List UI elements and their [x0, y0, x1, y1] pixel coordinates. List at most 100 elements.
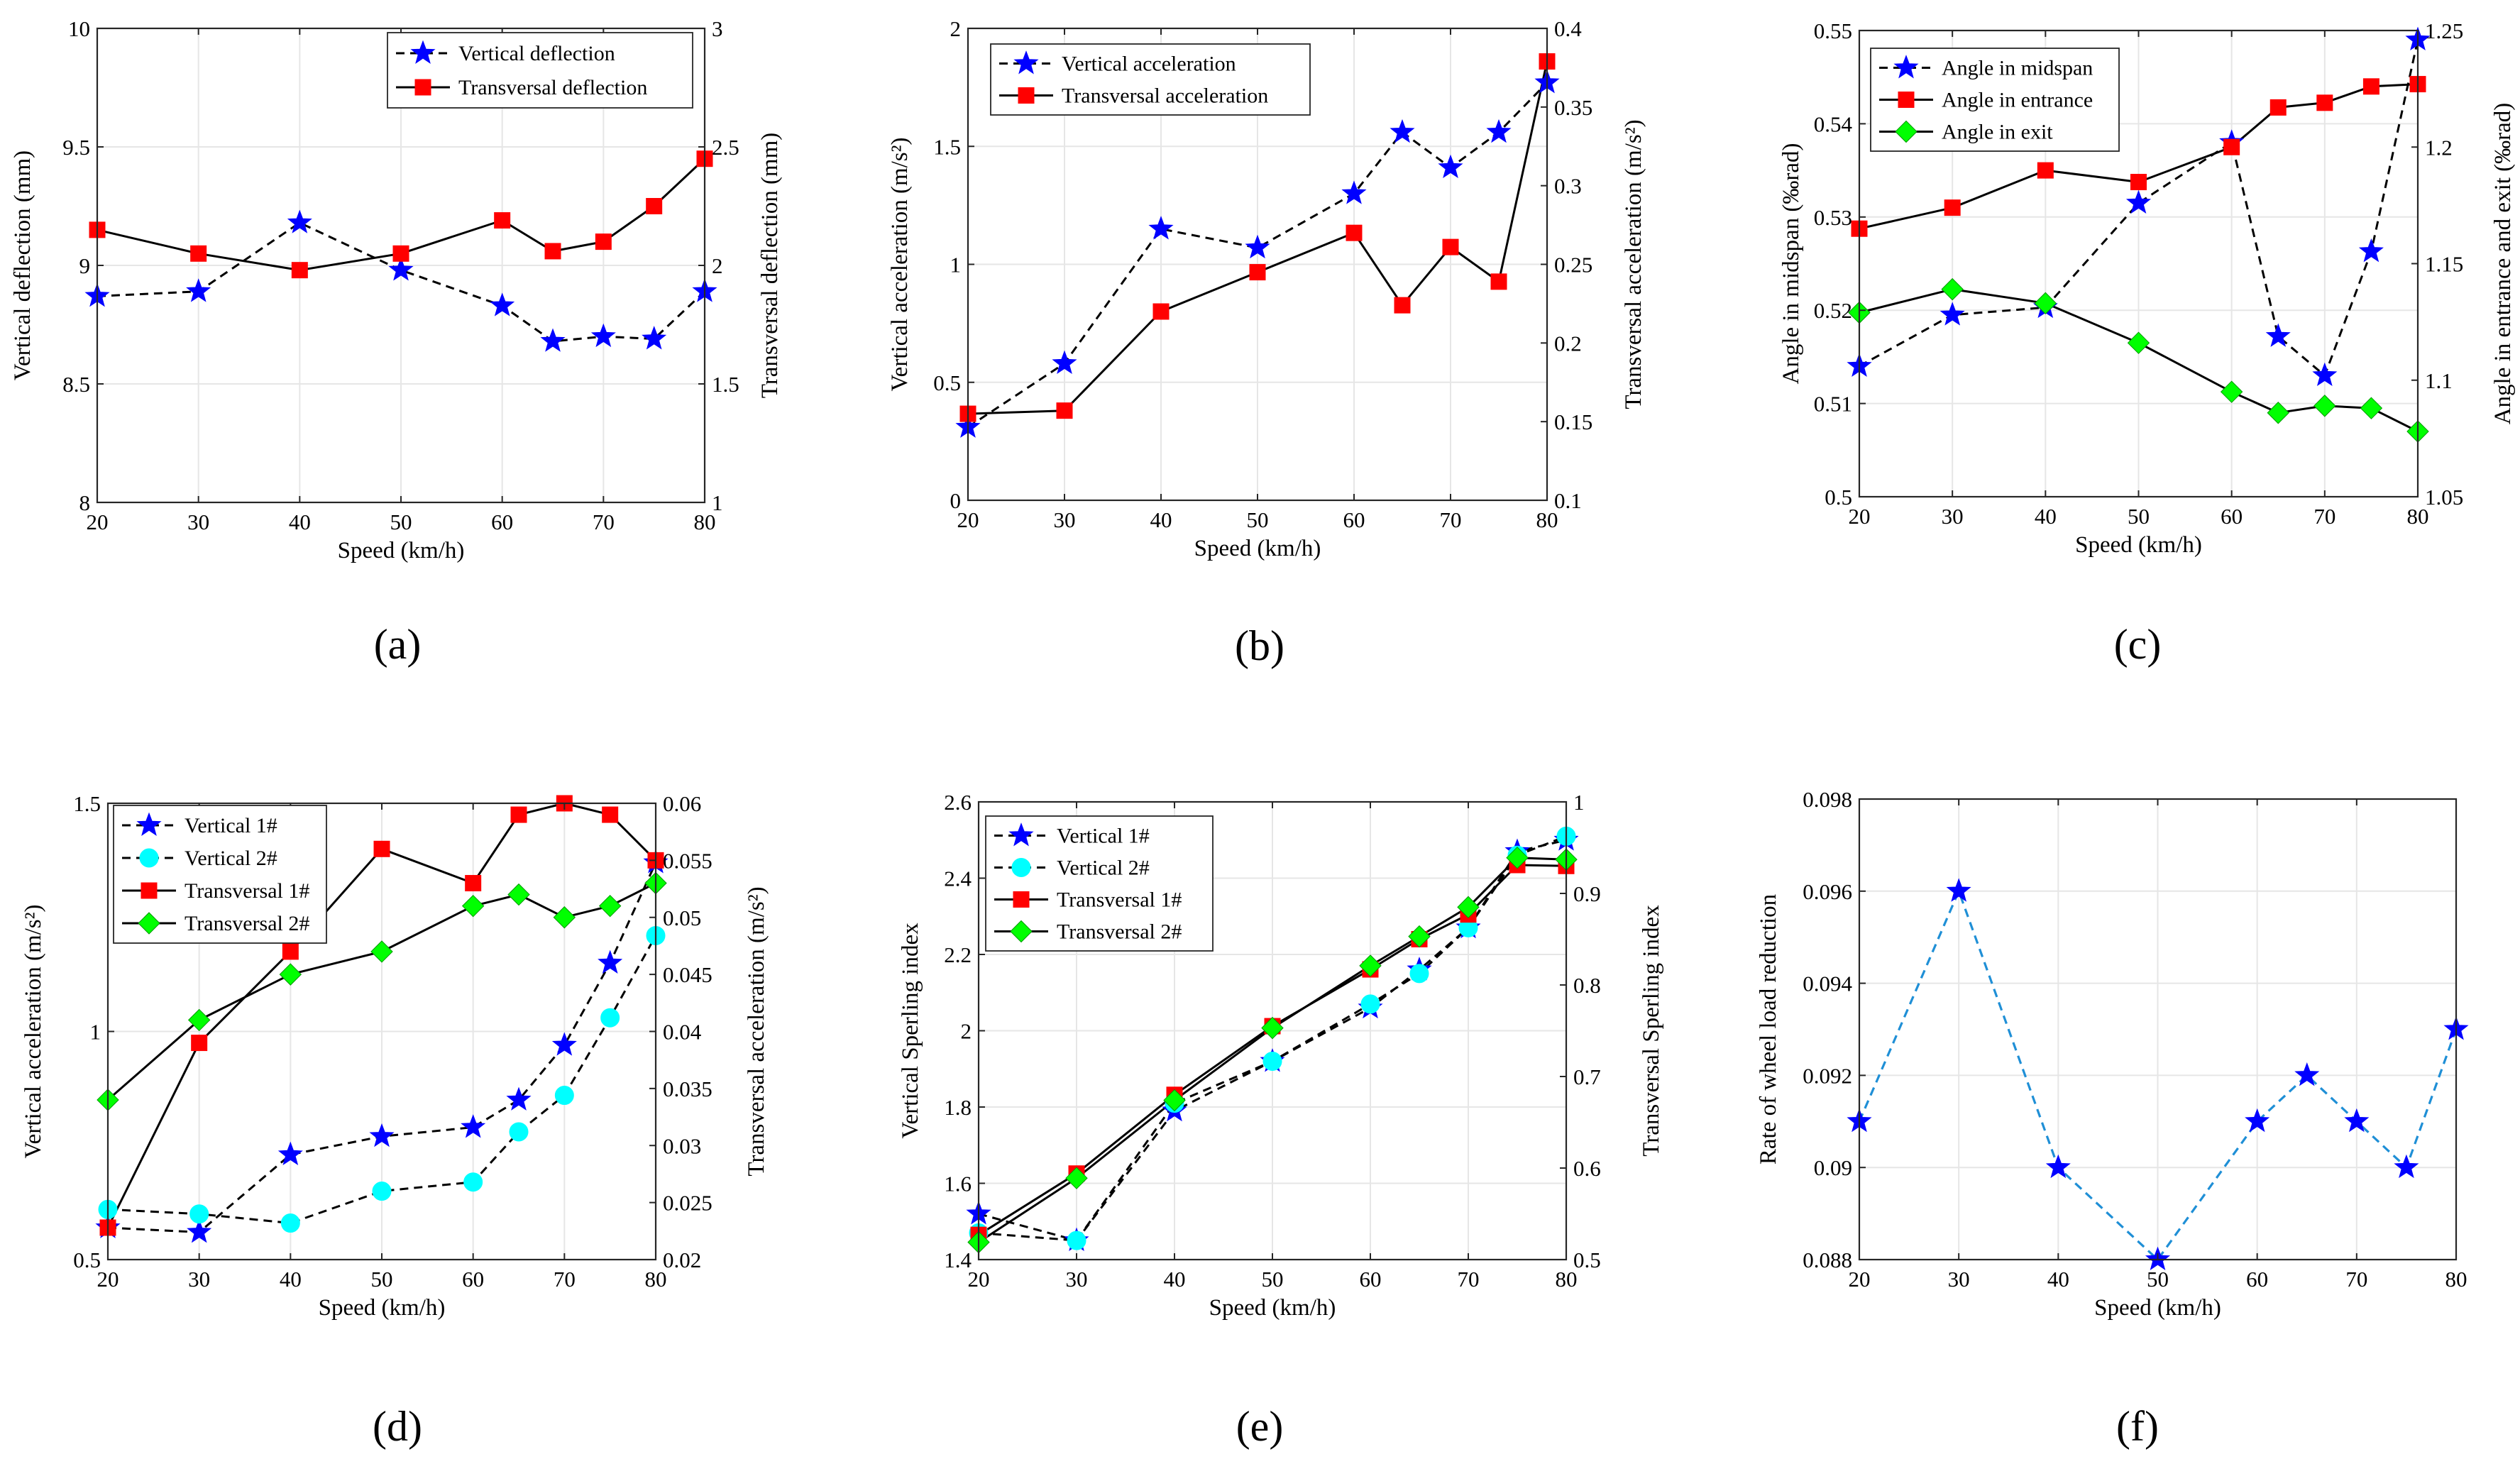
data-point-c-s2-70: [2316, 94, 2333, 111]
x-tick-label: 30: [1054, 507, 1076, 532]
data-point-a-s2-40: [291, 262, 308, 279]
y-right-tick-label: 3: [712, 16, 723, 41]
data-point-c-s3-40: [2034, 292, 2057, 315]
data-point-b-s1-65: [1390, 119, 1415, 143]
legend-marker-star: [410, 40, 436, 64]
data-point-a-s1-40: [287, 209, 312, 233]
data-point-d-s2-30: [189, 1204, 209, 1224]
data-point-d-s1-40: [277, 1141, 303, 1166]
x-tick-label: 80: [645, 1267, 667, 1292]
x-tick-label: 70: [593, 510, 615, 534]
data-point-c-s1-30: [1939, 302, 1965, 326]
data-point-c-s2-65: [2269, 99, 2287, 116]
y-axis-label: Vertical Sperling index: [898, 923, 923, 1139]
data-point-e-s4-65: [1408, 925, 1431, 948]
x-axis-label: Speed (km/h): [1209, 1295, 1336, 1321]
data-point-c-s2-60: [2223, 138, 2240, 155]
legend-entry-label: Transversal 2#: [1057, 920, 1182, 944]
legend-entry-label: Vertical 2#: [1057, 857, 1150, 880]
y-right-axis-label: Transversal deflection (mm): [757, 133, 783, 399]
y-tick-label: 1.8: [944, 1095, 972, 1120]
y-tick-label: 2: [950, 16, 962, 41]
y-right-tick-label: 1.1: [2425, 368, 2453, 393]
data-point-d-s4-50: [370, 940, 393, 963]
legend-box: [387, 32, 693, 109]
x-tick-label: 70: [2345, 1267, 2367, 1292]
legend: Vertical deflection Transversal deflectio…: [387, 32, 693, 109]
legend-marker-diamond: [1010, 920, 1033, 943]
data-point-a-s1-75: [642, 326, 667, 350]
data-point-b-s1-75: [1486, 119, 1512, 143]
legend-entry-label: Transversal acceleration: [1062, 84, 1268, 108]
y-right-tick-label: 0.035: [663, 1077, 712, 1101]
data-point-d-s4-60: [461, 894, 485, 918]
data-point-b-s1-40: [1148, 216, 1174, 240]
legend-marker-star: [1013, 50, 1039, 75]
y-tick-label: 10: [68, 16, 90, 41]
data-point-d-s2-60: [463, 1172, 483, 1192]
x-tick-label: 20: [957, 507, 979, 532]
data-point-d-s4-70: [553, 906, 576, 929]
y-tick-label: 0.53: [1814, 205, 1852, 230]
data-point-e-s2-30: [1067, 1230, 1086, 1250]
x-tick-label: 50: [2147, 1267, 2169, 1292]
legend-entry-label: Vertical acceleration: [1062, 53, 1236, 76]
data-point-a-s1-30: [186, 278, 211, 302]
x-tick-label: 60: [1360, 1267, 1382, 1292]
x-tick-label: 80: [1536, 507, 1558, 532]
chart-panel-d: 20 30 40 50 60 70 80 0.5 1 1.5 0.02 0.025 0.03 0.035 0…: [21, 791, 769, 1450]
y-right-tick-label: 1.5: [712, 372, 739, 397]
legend-entry-label: Angle in exit: [1942, 121, 2053, 144]
y-tick-label: 2.2: [944, 942, 972, 967]
y-tick-label: 2.4: [944, 866, 972, 891]
legend-marker-star: [1893, 55, 1919, 79]
legend-marker-square: [141, 882, 158, 899]
legend: Vertical acceleration Transversal acceler…: [990, 43, 1311, 116]
x-axis-label: Speed (km/h): [2075, 532, 2202, 558]
data-point-d-s2-50: [372, 1182, 392, 1201]
y-tick-label: 8.5: [62, 372, 90, 397]
data-point-d-s1-30: [187, 1218, 212, 1243]
data-point-d-s2-40: [280, 1213, 300, 1233]
data-point-d-s4-75: [598, 894, 622, 918]
data-point-b-s1-30: [1052, 350, 1077, 375]
data-point-e-s4-60: [1359, 954, 1382, 977]
x-tick-label: 20: [87, 510, 109, 534]
panel-label-e: (e): [1236, 1403, 1284, 1450]
y-right-tick-label: 0.3: [1554, 174, 1582, 199]
panel-label-f: (f): [2116, 1403, 2159, 1450]
legend-entry-label: Angle in entrance: [1942, 89, 2093, 112]
legend-entry-label: Transversal 1#: [1057, 888, 1182, 912]
y-axis-label: Vertical acceleration (m/s²): [21, 904, 46, 1158]
y-right-tick-label: 1.05: [2425, 485, 2463, 510]
y-right-tick-label: 0.045: [663, 962, 712, 987]
data-point-c-s1-75: [2358, 238, 2384, 263]
data-point-d-s3-30: [191, 1035, 208, 1052]
y-tick-label: 0.098: [1803, 787, 1852, 812]
data-point-c-s1-50: [2125, 189, 2152, 214]
y-right-tick-label: 0.6: [1573, 1156, 1601, 1181]
y-tick-label: 0.088: [1803, 1248, 1852, 1272]
data-point-b-s2-40: [1152, 303, 1170, 320]
x-tick-label: 50: [371, 1267, 393, 1292]
y-right-tick-label: 0.8: [1573, 973, 1601, 998]
data-point-f-s1-60: [2245, 1108, 2270, 1133]
y-right-tick-label: 0.2: [1554, 331, 1582, 356]
data-point-d-s2-65: [509, 1122, 529, 1142]
x-tick-label: 20: [1849, 1267, 1871, 1292]
legend-marker-circle: [1011, 858, 1031, 877]
y-tick-label: 1: [90, 1020, 101, 1045]
chart-panel-b: 20 30 40 50 60 70 80 0 0.5 1 1.5 2 0.1 0.15 0.2 0.25 0.3…: [887, 16, 1646, 669]
data-point-d-s1-75: [598, 949, 623, 974]
legend-marker-diamond: [138, 912, 160, 935]
x-tick-label: 50: [1247, 507, 1269, 532]
x-tick-label: 30: [1948, 1267, 1970, 1292]
data-point-e-s4-30: [1065, 1167, 1088, 1189]
data-point-c-s2-50: [2130, 174, 2147, 191]
y-axis-label: Angle in midspan (‰rad): [1778, 143, 1804, 384]
y-right-tick-label: 0.03: [663, 1133, 701, 1158]
x-tick-label: 60: [2246, 1267, 2268, 1292]
x-tick-label: 50: [1262, 1267, 1284, 1292]
